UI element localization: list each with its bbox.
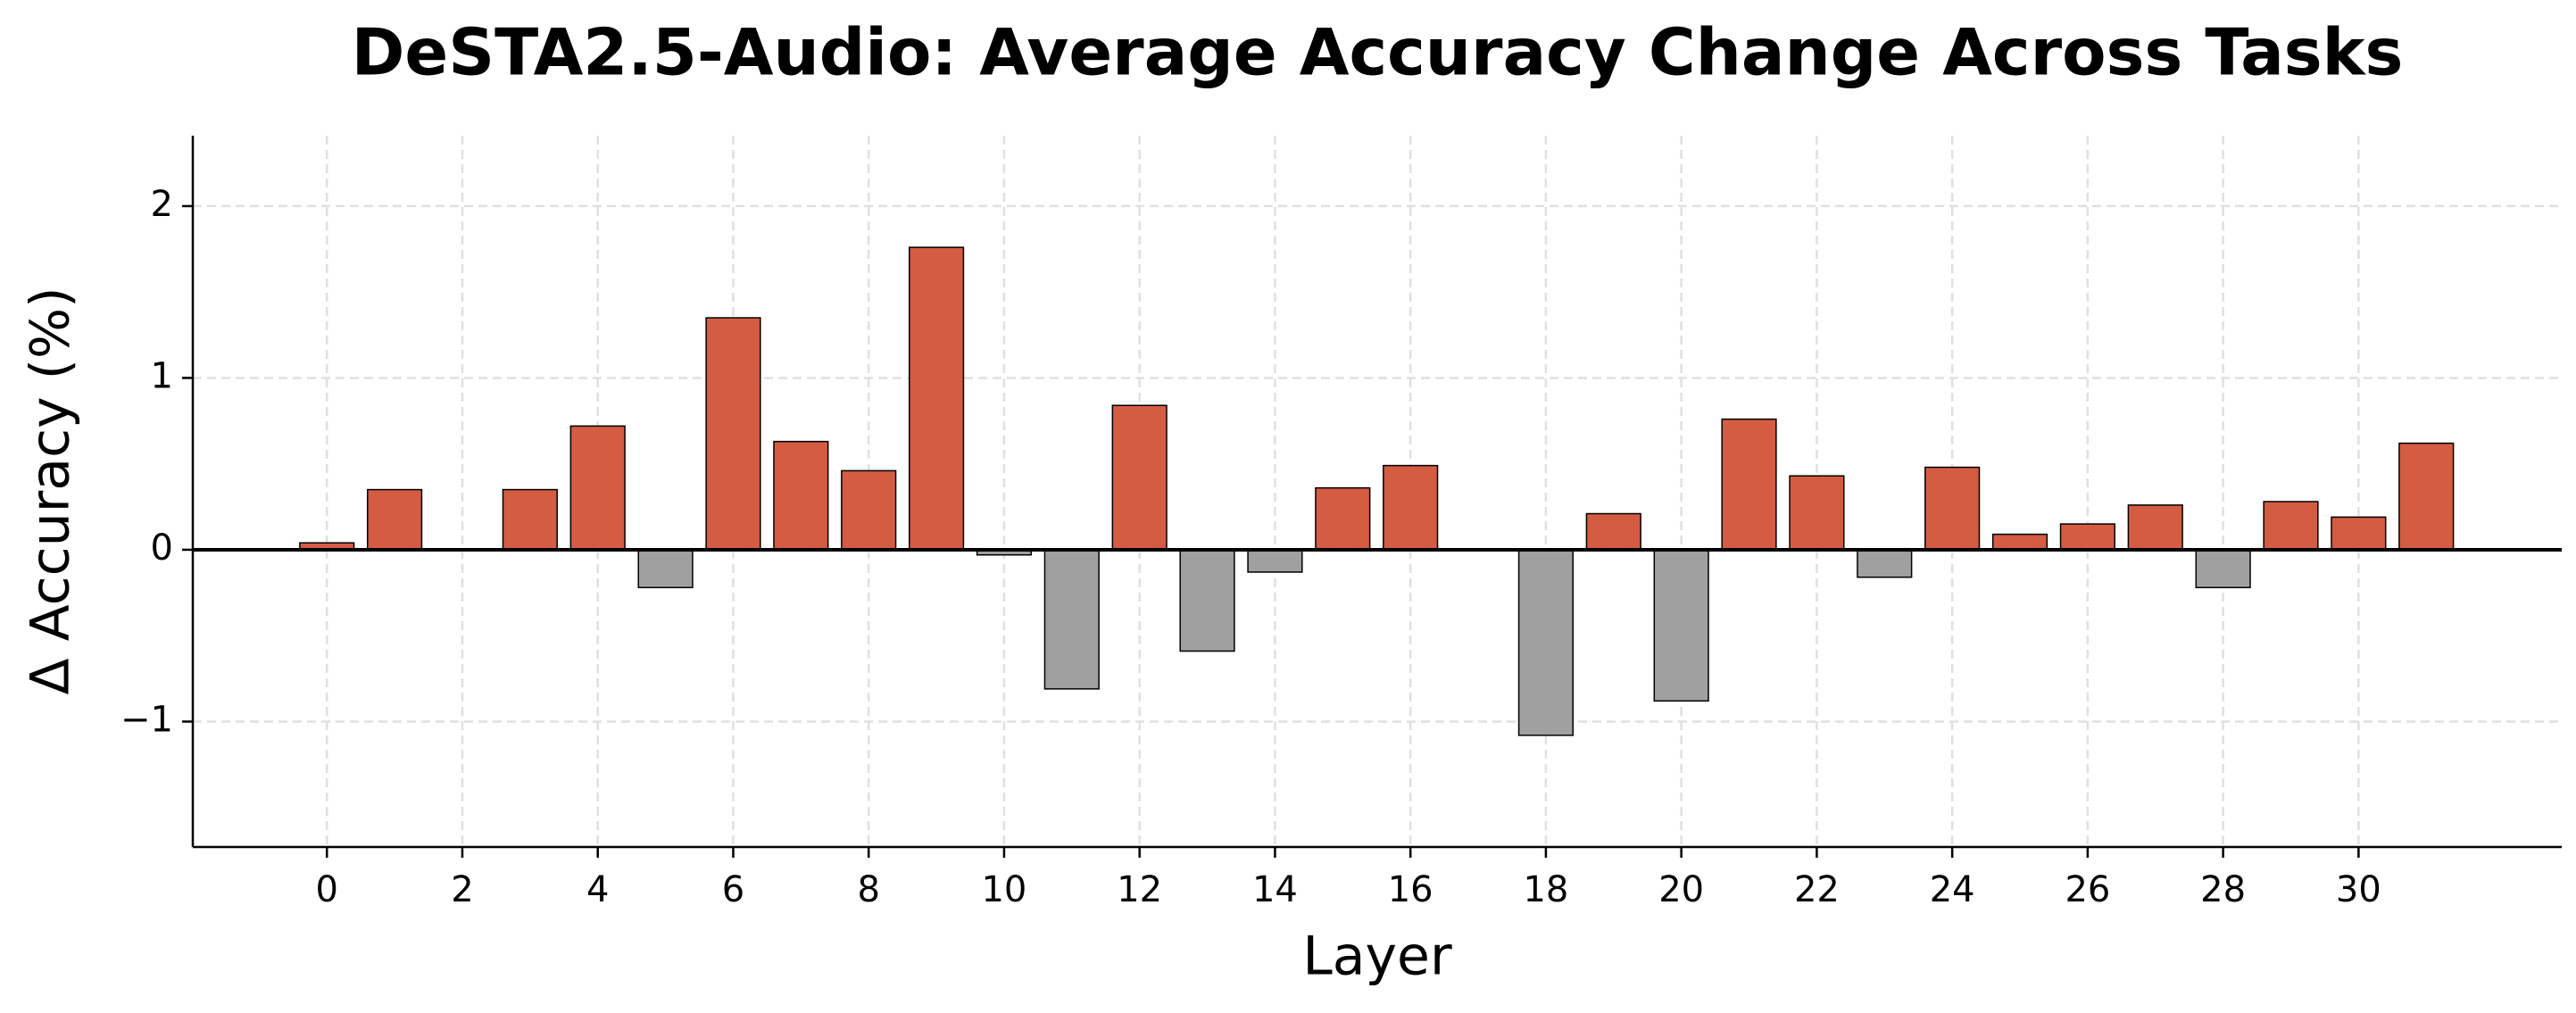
- bar: [705, 317, 761, 551]
- bar: [366, 488, 423, 551]
- bar: [2331, 516, 2387, 551]
- y-tick-label: 2: [151, 184, 173, 225]
- x-tick-label: 20: [1658, 869, 1704, 910]
- bar: [2398, 442, 2455, 551]
- x-tick-label: 26: [2065, 869, 2110, 910]
- x-tick-label: 2: [451, 869, 473, 910]
- bar: [1247, 549, 1303, 573]
- bar: [1721, 418, 1777, 551]
- bar: [637, 549, 694, 589]
- bar: [773, 440, 829, 551]
- bar: [1179, 549, 1235, 652]
- bar: [841, 469, 897, 551]
- bar: [1653, 549, 1709, 702]
- bar: [1043, 549, 1100, 690]
- x-tick-label: 0: [315, 869, 337, 910]
- bar: [2059, 523, 2115, 551]
- bar: [2195, 549, 2251, 589]
- bar: [2263, 501, 2319, 551]
- x-tick-label: 8: [857, 869, 879, 910]
- x-tick-label: 10: [981, 869, 1026, 910]
- bar: [1517, 549, 1575, 736]
- bar: [1111, 404, 1168, 551]
- x-tick-label: 28: [2200, 869, 2246, 910]
- bar: [569, 425, 626, 551]
- bar: [1991, 533, 2048, 551]
- bar: [1585, 512, 1641, 551]
- bar: [2127, 504, 2183, 551]
- x-tick-label: 30: [2336, 869, 2381, 910]
- bar: [1789, 475, 1845, 551]
- x-tick-label: 16: [1388, 869, 1433, 910]
- x-axis-label: Layer: [1302, 926, 1452, 988]
- x-tick-label: 24: [1930, 869, 1975, 910]
- x-tick-label: 18: [1523, 869, 1568, 910]
- x-tick-label: 4: [586, 869, 609, 910]
- y-axis-label: Δ Accuracy (%): [20, 287, 82, 695]
- x-tick-label: 22: [1794, 869, 1840, 910]
- bar: [1315, 486, 1371, 551]
- y-tick-label: 0: [151, 527, 173, 569]
- x-tick-label: 12: [1117, 869, 1162, 910]
- x-tick-label: 14: [1252, 869, 1298, 910]
- x-tick-label: 6: [722, 869, 744, 910]
- bar: [908, 246, 965, 551]
- y-tick-label: −1: [120, 699, 173, 740]
- bar: [1857, 549, 1913, 578]
- bar: [1383, 464, 1439, 551]
- bar: [502, 488, 558, 551]
- bar: [1924, 466, 1981, 551]
- chart-title: DeSTA2.5-Audio: Average Accuracy Change …: [352, 15, 2404, 90]
- y-tick-label: 1: [151, 355, 173, 396]
